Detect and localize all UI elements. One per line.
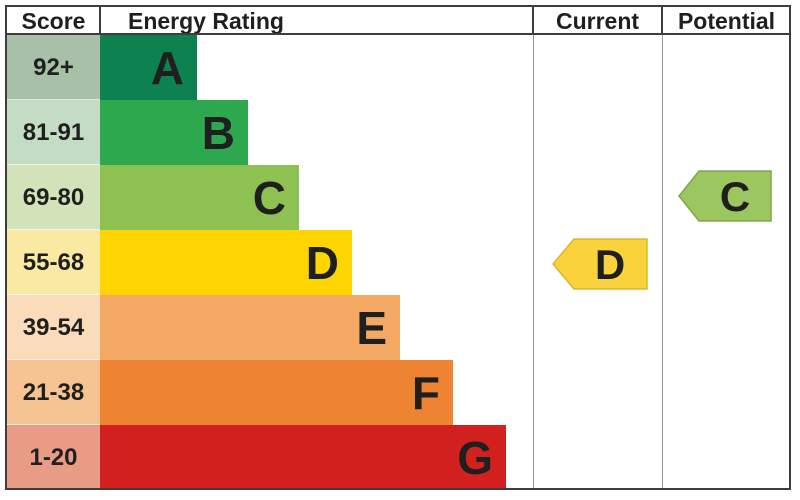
column-header-current: Current [555, 8, 640, 34]
column-divider-potential [662, 35, 663, 490]
potential-rating-letter: C [720, 173, 750, 220]
potential-rating-arrow: C [678, 170, 772, 222]
score-cell-f: 21-38 [7, 360, 100, 425]
current-rating-arrow: D [552, 238, 648, 290]
rating-bar-c: C [100, 165, 299, 230]
column-divider-current [533, 35, 534, 490]
score-cell-a: 92+ [7, 35, 100, 100]
header-divider-score-energy [99, 7, 101, 33]
score-cell-g: 1-20 [7, 425, 100, 490]
rating-bar-d: D [100, 230, 352, 295]
header-divider-current-potential [661, 7, 663, 33]
score-cell-c: 69-80 [7, 165, 100, 230]
rating-bar-b: B [100, 100, 248, 165]
potential-arrow-shape [678, 170, 772, 222]
band-row-d: 55-68 D [7, 230, 791, 295]
score-cell-d: 55-68 [7, 230, 100, 295]
band-row-g: 1-20 G [7, 425, 791, 490]
rating-bar-e: E [100, 295, 400, 360]
current-rating-letter: D [595, 241, 625, 288]
band-row-c: 69-80 C [7, 165, 791, 230]
rating-bar-a: A [100, 35, 197, 100]
score-cell-b: 81-91 [7, 100, 100, 165]
rating-bar-g: G [100, 425, 506, 490]
band-row-a: 92+ A [7, 35, 791, 100]
rating-bar-f: F [100, 360, 453, 425]
current-arrow-shape [552, 238, 648, 290]
header-divider-energy-current [532, 7, 534, 33]
column-header-energy-rating: Energy Rating [128, 8, 284, 34]
band-row-e: 39-54 E [7, 295, 791, 360]
column-header-potential: Potential [677, 8, 776, 34]
band-row-f: 21-38 F [7, 360, 791, 425]
band-row-b: 81-91 B [7, 100, 791, 165]
column-header-score: Score [21, 8, 86, 34]
score-cell-e: 39-54 [7, 295, 100, 360]
header-underline [5, 33, 791, 35]
